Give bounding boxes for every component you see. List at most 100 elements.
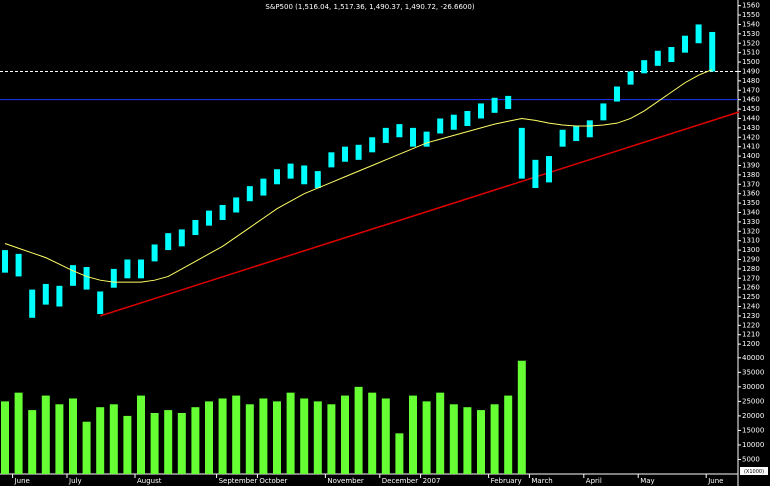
price-bar	[369, 137, 376, 153]
volume-tick-label: 40000	[742, 354, 764, 362]
price-bar	[586, 120, 593, 138]
price-bar	[301, 165, 308, 185]
volume-bar	[259, 398, 268, 474]
price-bar	[382, 127, 389, 143]
price-bar	[192, 220, 199, 236]
volume-bar	[368, 392, 377, 474]
volume-bar	[422, 401, 431, 474]
y-tick-label: 1280	[742, 265, 760, 273]
price-bar	[464, 110, 471, 126]
y-tick-label: 1220	[742, 321, 760, 329]
volume-bar	[490, 404, 499, 474]
volume-bar	[137, 395, 145, 474]
y-tick-label: 1500	[742, 58, 760, 66]
price-bar	[396, 124, 403, 138]
volume-bar	[381, 398, 390, 474]
volume-tick-label: 10000	[742, 441, 764, 449]
price-bar	[110, 268, 117, 288]
y-tick-label: 1490	[742, 67, 760, 75]
volume-bar	[150, 413, 159, 474]
price-bar	[342, 146, 348, 162]
price-bar	[627, 71, 634, 85]
x-tick-label: August	[137, 477, 162, 485]
y-tick-label: 1370	[742, 180, 760, 188]
x-tick-label: June	[707, 477, 723, 485]
y-tick-label: 1350	[742, 199, 760, 207]
volume-bar	[191, 407, 200, 474]
price-bar	[2, 250, 8, 273]
y-tick-label: 1230	[742, 312, 760, 320]
x-tick-label: June	[14, 477, 30, 485]
volume-bar	[300, 398, 309, 474]
y-tick-label: 1410	[742, 143, 760, 151]
y-tick-label: 1290	[742, 256, 760, 264]
volume-bar	[449, 404, 458, 474]
price-bar	[138, 259, 144, 279]
x-tick-label: July	[68, 477, 82, 485]
volume-bar	[109, 404, 118, 474]
volume-bar	[82, 421, 91, 474]
price-bar	[573, 125, 580, 142]
volume-tick-label: 5000	[742, 455, 760, 463]
price-bar	[328, 152, 335, 168]
price-bar	[56, 285, 63, 307]
price-bar	[15, 253, 22, 277]
y-tick-label: 1470	[742, 86, 760, 94]
price-bar	[206, 210, 212, 226]
price-bar	[546, 156, 552, 183]
price-bar	[600, 103, 607, 121]
x-tick-label: December	[382, 477, 418, 485]
price-bar	[641, 60, 648, 74]
price-bar	[355, 144, 362, 160]
price-bar	[124, 259, 131, 279]
volume-bar	[245, 404, 254, 474]
price-bar	[219, 204, 226, 221]
price-bar	[505, 95, 512, 110]
volume-bar	[218, 398, 227, 474]
volume-bar	[164, 410, 173, 474]
price-bar	[83, 267, 90, 290]
price-bar	[437, 118, 444, 134]
price-bar	[478, 103, 484, 119]
y-tick-label: 1510	[742, 49, 760, 57]
x-tick-label: February	[491, 477, 522, 485]
price-bar	[518, 127, 525, 179]
y-tick-label: 1480	[742, 77, 760, 85]
price-bar	[178, 229, 185, 247]
y-tick-label: 1380	[742, 171, 760, 179]
y-tick-label: 1330	[742, 218, 760, 226]
volume-tick-label: 15000	[742, 426, 764, 434]
price-bar	[532, 159, 539, 189]
moving-average	[4, 69, 713, 283]
y-tick-label: 1300	[742, 246, 760, 254]
price-bar	[151, 244, 158, 262]
volume-tick-label: 30000	[742, 383, 764, 391]
price-bar	[260, 178, 267, 196]
y-tick-label: 1460	[742, 96, 760, 104]
price-bar	[491, 97, 498, 113]
y-tick-label: 1250	[742, 293, 760, 301]
volume-bar	[341, 395, 349, 474]
y-tick-label: 1400	[742, 152, 760, 160]
volume-bar	[28, 410, 37, 474]
x-tick-label: March	[531, 477, 552, 485]
price-bar	[70, 265, 76, 286]
price-bar	[97, 291, 104, 315]
volume-bar	[327, 404, 336, 474]
unit-box	[740, 467, 768, 475]
price-bar	[668, 47, 675, 63]
y-tick-label: 1520	[742, 39, 760, 47]
y-tick-label: 1530	[742, 30, 760, 38]
price-bar	[614, 86, 620, 102]
y-tick-label: 1270	[742, 274, 760, 282]
y-tick-label: 1200	[742, 340, 760, 348]
y-tick-label: 1320	[742, 227, 760, 235]
price-bar	[654, 50, 661, 66]
price-bar	[682, 35, 688, 53]
volume-tick-label: 20000	[742, 412, 764, 420]
volume-bar	[517, 360, 526, 474]
price-bar	[423, 131, 430, 147]
y-tick-label: 1540	[742, 20, 760, 28]
y-tick-label: 1260	[742, 284, 760, 292]
